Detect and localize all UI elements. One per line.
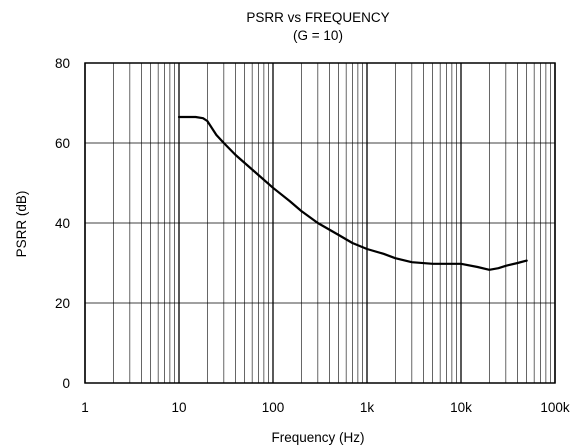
y-tick-label: 40: [55, 216, 70, 231]
y-tick-labels: 0 20 40 60 80: [55, 56, 70, 391]
x-tick-label: 10: [171, 400, 186, 415]
y-tick-label: 20: [55, 296, 70, 311]
chart-title: PSRR vs FREQUENCY: [246, 10, 389, 25]
chart-subtitle: (G = 10): [293, 28, 343, 43]
y-tick-label: 80: [55, 56, 70, 71]
x-axis-label: Frequency (Hz): [271, 430, 364, 445]
y-tick-label: 0: [62, 376, 70, 391]
x-tick-label: 100k: [540, 400, 570, 415]
x-tick-label: 10k: [450, 400, 472, 415]
plot-frame: [84, 62, 556, 384]
psrr-curve: [177, 115, 528, 271]
x-tick-label: 1k: [360, 400, 375, 415]
series-layer: [177, 115, 528, 271]
y-axis-label: PSRR (dB): [14, 191, 29, 258]
x-tick-label: 100: [262, 400, 285, 415]
x-tick-label: 1: [81, 400, 89, 415]
x-tick-labels: 1 10 100 1k 10k 100k: [81, 400, 570, 415]
y-tick-label: 60: [55, 136, 70, 151]
